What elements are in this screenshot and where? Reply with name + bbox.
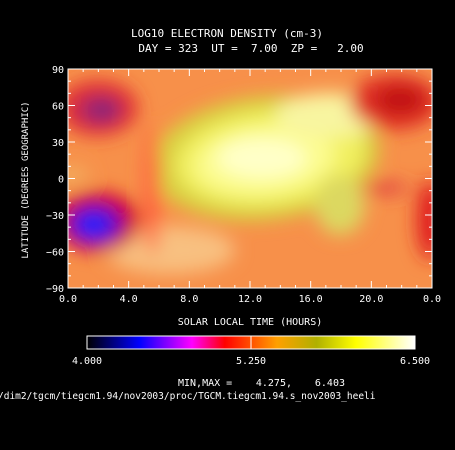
y-tick-marks xyxy=(68,68,432,289)
y-tick-labels: 90 60 30 0 −30 −60 −90 xyxy=(46,65,64,295)
colorbar-max-label: 6.500 xyxy=(400,356,430,367)
file-path: /dim2/tgcm/tiegcm1.94/nov2003/proc/TGCM.… xyxy=(0,391,376,402)
x-tick-label: 4.0 xyxy=(120,294,138,305)
x-tick-label: 16.0 xyxy=(299,294,323,305)
y-axis-label: LATITUDE (DEGREES GEOGRAPHIC) xyxy=(21,101,31,258)
y-tick-label: 30 xyxy=(52,138,64,149)
y-tick-label: −30 xyxy=(46,211,64,222)
max-value: 6.403 xyxy=(315,378,345,389)
x-tick-label: 8.0 xyxy=(180,294,198,305)
y-tick-label: 60 xyxy=(52,102,64,113)
y-tick-label: 0 xyxy=(58,175,64,186)
x-tick-labels: 0.0 4.0 8.0 12.0 16.0 20.0 0.0 xyxy=(59,294,441,305)
chart-subtitle: DAY = 323 UT = 7.00 ZP = 2.00 xyxy=(138,42,363,55)
min-value: 4.275, xyxy=(256,378,292,389)
colorbar-mid-label: 5.250 xyxy=(236,356,266,367)
y-tick-label: 90 xyxy=(52,65,64,76)
y-tick-label: −90 xyxy=(46,284,64,295)
x-tick-label: 0.0 xyxy=(423,294,441,305)
x-axis-label: SOLAR LOCAL TIME (HOURS) xyxy=(178,317,323,328)
x-tick-marks xyxy=(67,69,433,288)
heatmap-field xyxy=(68,69,432,288)
y-tick-label: −60 xyxy=(46,248,64,259)
x-tick-label: 20.0 xyxy=(359,294,383,305)
minmax-label: MIN,MAX = xyxy=(178,378,232,389)
chart-title: LOG10 ELECTRON DENSITY (cm-3) xyxy=(131,27,323,40)
x-tick-label: 0.0 xyxy=(59,294,77,305)
x-tick-label: 12.0 xyxy=(238,294,262,305)
colorbar-min-label: 4.000 xyxy=(72,356,102,367)
